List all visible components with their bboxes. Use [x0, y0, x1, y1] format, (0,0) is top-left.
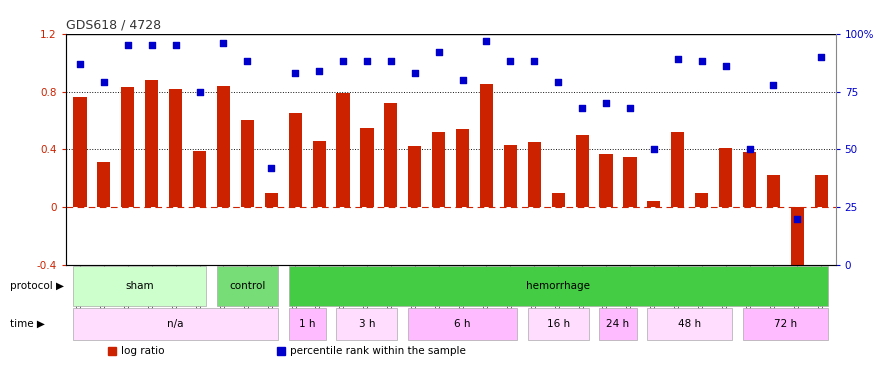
- Bar: [599, 154, 612, 207]
- Point: [241, 58, 255, 64]
- Bar: [719, 148, 732, 207]
- Point: [144, 42, 158, 48]
- Bar: [145, 80, 158, 207]
- Text: protocol ▶: protocol ▶: [10, 281, 64, 291]
- Point: [815, 54, 829, 60]
- Bar: [599, 308, 636, 340]
- Bar: [695, 193, 708, 207]
- Text: 3 h: 3 h: [359, 319, 375, 329]
- Bar: [551, 193, 564, 207]
- Text: GDS618 / 4728: GDS618 / 4728: [66, 18, 161, 31]
- Point: [73, 61, 87, 67]
- Text: control: control: [229, 281, 265, 291]
- Point: [480, 38, 494, 44]
- Bar: [408, 308, 517, 340]
- Point: [528, 58, 542, 64]
- Bar: [217, 266, 278, 306]
- Bar: [815, 176, 828, 207]
- Text: n/a: n/a: [167, 319, 184, 329]
- Bar: [480, 84, 494, 207]
- Bar: [671, 132, 684, 207]
- Bar: [217, 86, 230, 207]
- Bar: [456, 129, 469, 207]
- Point: [336, 58, 350, 64]
- Bar: [528, 142, 541, 207]
- Text: 6 h: 6 h: [454, 319, 471, 329]
- Bar: [193, 151, 206, 207]
- Point: [264, 165, 278, 171]
- Bar: [743, 152, 756, 207]
- Text: sham: sham: [125, 281, 154, 291]
- Bar: [766, 176, 780, 207]
- Point: [551, 79, 565, 85]
- Bar: [504, 145, 517, 207]
- Point: [695, 58, 709, 64]
- Bar: [74, 308, 278, 340]
- Point: [599, 100, 613, 106]
- Text: percentile rank within the sample: percentile rank within the sample: [290, 346, 466, 356]
- Point: [456, 77, 470, 83]
- Point: [360, 58, 374, 64]
- Text: log ratio: log ratio: [121, 346, 164, 356]
- Text: 24 h: 24 h: [606, 319, 630, 329]
- Point: [575, 105, 589, 111]
- Point: [503, 58, 517, 64]
- Point: [97, 79, 111, 85]
- Text: 1 h: 1 h: [299, 319, 315, 329]
- Point: [790, 216, 804, 222]
- Point: [766, 82, 780, 88]
- Bar: [312, 141, 326, 207]
- Bar: [337, 308, 397, 340]
- Point: [192, 88, 206, 94]
- Point: [121, 42, 135, 48]
- Bar: [289, 308, 326, 340]
- Point: [384, 58, 398, 64]
- Bar: [169, 88, 182, 207]
- Point: [647, 146, 661, 152]
- Bar: [74, 98, 87, 207]
- Point: [312, 68, 326, 74]
- Point: [431, 49, 445, 55]
- Bar: [576, 135, 589, 207]
- Text: 16 h: 16 h: [547, 319, 570, 329]
- Text: 48 h: 48 h: [678, 319, 702, 329]
- Bar: [265, 193, 278, 207]
- Bar: [360, 128, 374, 207]
- Bar: [337, 93, 350, 207]
- Bar: [384, 103, 397, 207]
- Bar: [122, 87, 135, 207]
- Bar: [97, 162, 110, 207]
- Text: time ▶: time ▶: [10, 319, 45, 329]
- Bar: [74, 266, 206, 306]
- Bar: [648, 201, 661, 207]
- Bar: [528, 308, 589, 340]
- Point: [718, 63, 732, 69]
- Bar: [241, 120, 254, 207]
- Bar: [289, 266, 828, 306]
- Bar: [648, 308, 732, 340]
- Bar: [791, 207, 804, 294]
- Point: [169, 42, 183, 48]
- Point: [216, 40, 230, 46]
- Point: [288, 70, 302, 76]
- Bar: [623, 157, 636, 207]
- Point: [671, 56, 685, 62]
- Bar: [289, 113, 302, 207]
- Bar: [432, 132, 445, 207]
- Text: hemorrhage: hemorrhage: [526, 281, 591, 291]
- Point: [623, 105, 637, 111]
- Point: [743, 146, 757, 152]
- Text: 72 h: 72 h: [774, 319, 797, 329]
- Point: [408, 70, 422, 76]
- Bar: [743, 308, 828, 340]
- Bar: [408, 147, 422, 207]
